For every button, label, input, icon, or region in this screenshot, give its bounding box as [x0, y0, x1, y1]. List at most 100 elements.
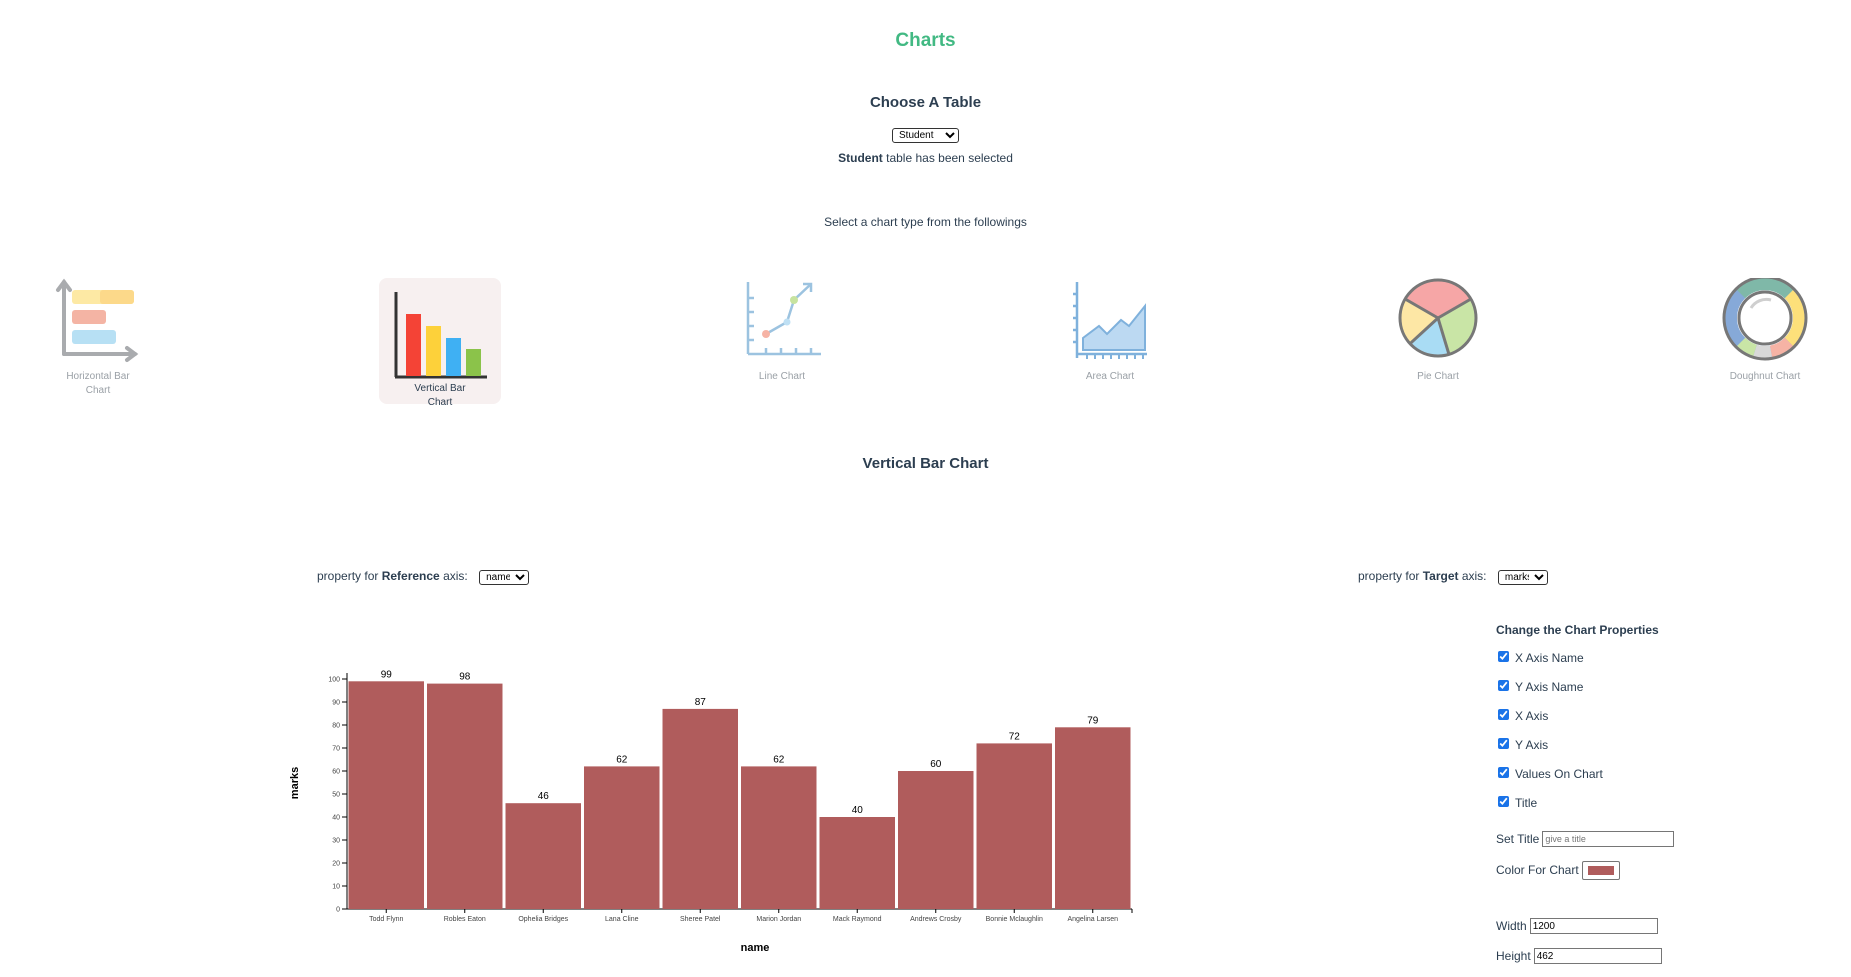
chart-type-label: Line Chart — [758, 371, 806, 382]
target-axis-suffix: axis: — [1461, 569, 1487, 583]
x-tick-label: Todd Flynn — [369, 916, 403, 923]
checkbox-label: X Axis Name — [1515, 651, 1584, 665]
chart-type-vertical-bar[interactable]: Vertical Bar Chart — [379, 278, 501, 408]
x-axis-title: name — [741, 942, 770, 954]
y-axis: 0 10 20 30 40 50 60 70 80 90 100 — [328, 673, 348, 914]
bar[interactable] — [584, 766, 660, 909]
bar[interactable] — [976, 743, 1053, 909]
selected-table-suffix: table has been selected — [886, 151, 1013, 165]
x-tick-label: Bonnie Mclaughlin — [986, 916, 1043, 923]
bar-value-label: 72 — [1009, 731, 1021, 742]
x-axis-name-checkbox[interactable] — [1498, 651, 1509, 662]
bar[interactable] — [505, 803, 582, 909]
target-axis-prefix: property for — [1358, 569, 1420, 583]
y-tick-label: 20 — [332, 861, 340, 868]
x-tick-label: Angelina Larsen — [1067, 916, 1118, 923]
y-tick-label: 40 — [332, 815, 340, 822]
bar-value-label: 40 — [852, 805, 864, 816]
chart-type-label: Doughnut Chart — [1729, 371, 1801, 382]
bar-value-label: 62 — [616, 754, 628, 765]
y-axis-option: Y Axis — [1496, 738, 1826, 767]
reference-axis-select[interactable]: name — [479, 570, 530, 585]
chart-type-doughnut[interactable]: Doughnut Chart — [1704, 278, 1826, 404]
x-tick-label: Sheree Patel — [680, 916, 721, 923]
checkbox-label: Values On Chart — [1515, 767, 1603, 781]
chart-type-label: Vertical Bar Chart — [414, 383, 466, 408]
y-tick-label: 0 — [336, 907, 340, 914]
bar-value-label: 62 — [773, 754, 785, 765]
chart-type-line[interactable]: Line Chart — [721, 278, 843, 404]
checkbox-label: Title — [1515, 796, 1538, 810]
reference-axis-suffix: axis: — [443, 569, 468, 583]
table-select[interactable]: Student — [892, 128, 959, 143]
bar-value-label: 60 — [930, 759, 942, 770]
x-tick-label: Ophelia Bridges — [518, 916, 568, 923]
vertical-bar-chart-icon — [394, 292, 487, 379]
table-select-wrapper: Student — [0, 125, 1851, 143]
target-axis-bold: Target — [1422, 569, 1459, 583]
x-axis-name-option: X Axis Name — [1496, 651, 1826, 680]
values-on-chart-option: Values On Chart — [1496, 767, 1826, 796]
bar[interactable] — [741, 766, 817, 909]
chart-type-label: Horizontal Bar Chart — [66, 371, 130, 396]
doughnut-chart-icon — [1722, 278, 1808, 361]
width-row: Width — [1496, 911, 1826, 941]
bar[interactable] — [348, 681, 425, 909]
set-title-label: Set Title — [1496, 832, 1540, 846]
chart-properties-panel: Change the Chart Properties X Axis Name … — [1496, 623, 1826, 971]
target-axis-selector: property for Target axis: marks — [1358, 569, 1548, 585]
selected-table-name: Student — [838, 151, 883, 165]
bar[interactable] — [662, 708, 739, 909]
reference-axis-prefix: property for — [317, 569, 379, 583]
y-axis-checkbox[interactable] — [1498, 738, 1509, 749]
checkbox-label: X Axis — [1515, 709, 1549, 723]
x-axis-option: X Axis — [1496, 709, 1826, 738]
app-title: Charts — [895, 30, 956, 51]
chart-color-picker[interactable] — [1581, 860, 1620, 880]
selected-table-message: Student table has been selected — [0, 151, 1851, 165]
choose-table-heading: Choose A Table — [869, 94, 982, 111]
target-axis-select[interactable]: marks — [1497, 570, 1548, 585]
set-title-row: Set Title — [1496, 825, 1826, 853]
y-tick-label: 70 — [332, 746, 340, 753]
horizontal-bar-chart-icon — [56, 278, 139, 362]
y-tick-label: 50 — [332, 792, 340, 799]
title-option: Title — [1496, 796, 1826, 825]
x-axis: Todd Flynn Robles Eaton Ophelia Bridges Lan… — [347, 908, 1133, 923]
y-tick-label: 30 — [332, 838, 340, 845]
properties-heading: Change the Chart Properties — [1496, 623, 1659, 637]
bar-value-label: 79 — [1087, 715, 1099, 726]
chart-type-prompt: Select a chart type from the followings — [824, 215, 1027, 229]
y-tick-label: 10 — [332, 884, 340, 891]
x-tick-label: Andrews Crosby — [910, 916, 962, 923]
chart-type-pie[interactable]: Pie Chart — [1377, 278, 1499, 404]
bar[interactable] — [427, 683, 503, 909]
bar[interactable] — [819, 817, 896, 909]
y-axis-name-checkbox[interactable] — [1498, 680, 1509, 691]
color-swatch-fill — [1587, 865, 1614, 875]
y-tick-label: 60 — [332, 769, 340, 776]
x-tick-label: Marion Jordan — [756, 916, 801, 923]
height-input[interactable] — [1533, 948, 1662, 964]
reference-axis-bold: Reference — [381, 569, 440, 583]
pie-chart-icon — [1398, 278, 1478, 358]
value-labels: 99 98 46 62 87 62 40 60 72 79 — [381, 669, 1099, 816]
bar[interactable] — [898, 771, 974, 909]
chart-type-area[interactable]: Area Chart — [1049, 278, 1171, 404]
bar[interactable] — [1055, 727, 1131, 909]
x-tick-label: Lana Cline — [605, 916, 639, 923]
chart-section-title: Vertical Bar Chart — [862, 455, 989, 472]
set-title-input[interactable] — [1542, 831, 1675, 847]
bar-value-label: 99 — [381, 669, 393, 680]
x-tick-label: Mack Raymond — [833, 916, 882, 923]
width-input[interactable] — [1529, 918, 1658, 934]
values-on-chart-checkbox[interactable] — [1498, 767, 1509, 778]
chart-color-label: Color For Chart — [1496, 863, 1579, 877]
width-label: Width — [1496, 919, 1527, 933]
vertical-bar-chart: 0 10 20 30 40 50 60 70 80 90 100 Todd Flynn Robles … — [289, 669, 1133, 954]
title-checkbox[interactable] — [1498, 796, 1509, 807]
chart-type-label: Pie Chart — [1417, 371, 1459, 382]
bar-value-label: 46 — [538, 791, 550, 802]
chart-type-horizontal-bar[interactable]: Horizontal Bar Chart — [37, 278, 159, 404]
x-axis-checkbox[interactable] — [1498, 709, 1509, 720]
